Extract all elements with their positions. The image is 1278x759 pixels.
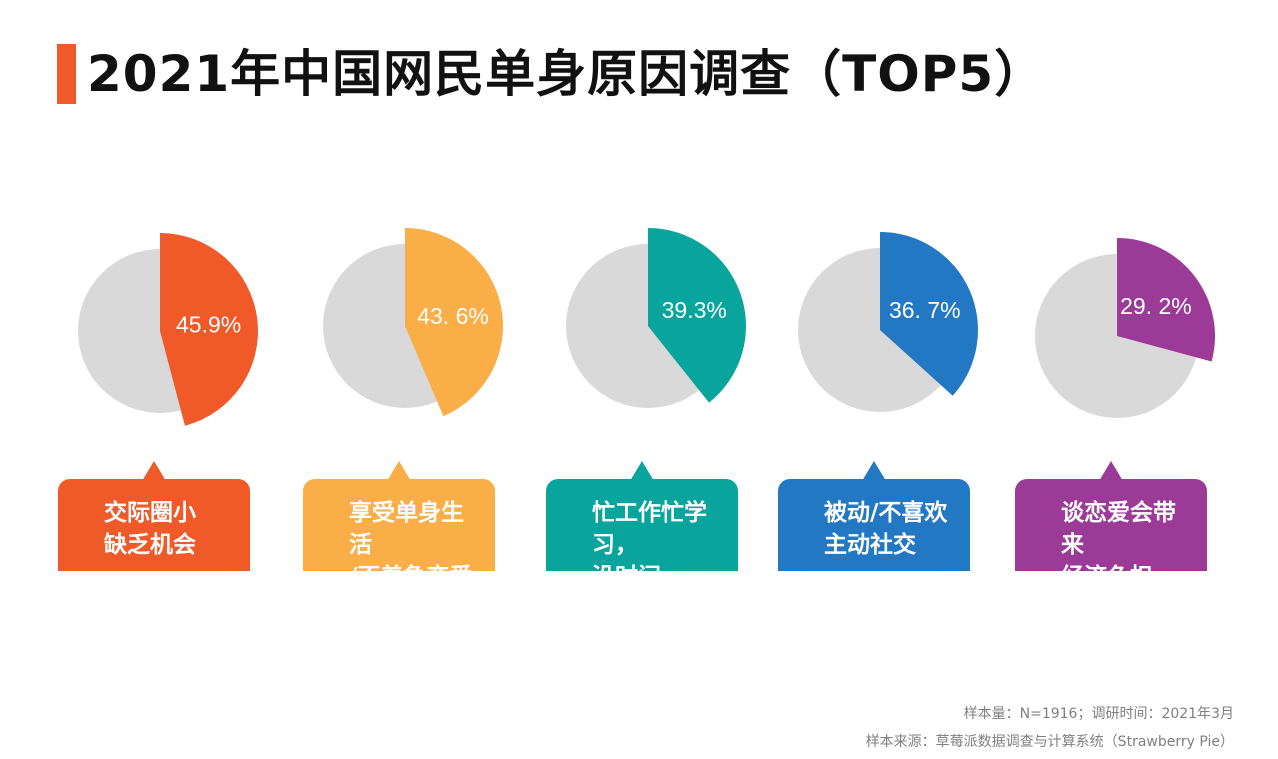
pie-5: 29. 2%	[1035, 238, 1215, 418]
pie-value-label: 29. 2%	[1120, 293, 1192, 319]
pie-slice	[1117, 238, 1215, 362]
reason-label: 享受单身生活 /不着急恋爱	[349, 500, 473, 590]
pie-value-label: 36. 7%	[889, 297, 961, 323]
reason-label: 谈恋爱会带来 经济负担	[1061, 500, 1176, 590]
reason-callout: 享受单身生活 /不着急恋爱	[303, 461, 495, 590]
callout-pointer	[1099, 461, 1123, 481]
pie-1: 45.9%	[78, 233, 258, 426]
reason-label: 被动/不喜欢 主动社交	[824, 500, 948, 558]
reason-callout: 交际圈小 缺乏机会	[58, 461, 250, 571]
pie-value-label: 43. 6%	[417, 303, 489, 329]
reason-callout: 被动/不喜欢 主动社交	[778, 461, 970, 571]
pie-slice	[405, 228, 503, 417]
reason-label: 交际圈小 缺乏机会	[104, 500, 196, 558]
pie-slice	[160, 233, 258, 426]
title-accent-bar	[57, 44, 76, 104]
source-info: 样本来源：草莓派数据调查与计算系统（Strawberry Pie）	[865, 734, 1234, 750]
pie-slice	[648, 228, 746, 403]
callout-pointer	[862, 461, 886, 481]
pie-3: 39.3%	[566, 228, 746, 408]
reason-label: 忙工作忙学习， 没时间	[592, 500, 707, 590]
pie-2: 43. 6%	[323, 228, 503, 417]
pie-slice	[880, 232, 978, 396]
pie-value-label: 45.9%	[176, 312, 241, 338]
sample-info: 样本量：N=1916；调研时间：2021年3月	[963, 706, 1234, 722]
page-title: 2021年中国网民单身原因调查（TOP5）	[87, 45, 1046, 103]
callout-pointer	[142, 461, 166, 481]
reason-callout: 谈恋爱会带来 经济负担	[1015, 461, 1207, 590]
callout-pointer	[387, 461, 411, 481]
callout-pointer	[630, 461, 654, 481]
reason-callout: 忙工作忙学习， 没时间	[546, 461, 738, 590]
pie-value-label: 39.3%	[662, 297, 727, 323]
pie-4: 36. 7%	[798, 232, 978, 412]
